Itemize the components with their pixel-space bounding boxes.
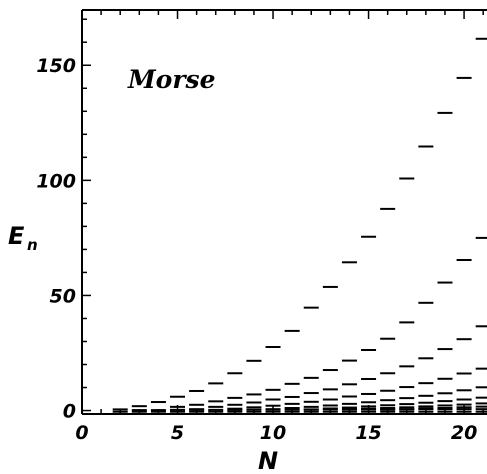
y-axis-label-subscript: n	[27, 236, 38, 254]
x-tick-label: 20	[451, 422, 477, 444]
energy-levels	[112, 37, 487, 413]
y-axis-label: E n	[8, 222, 38, 254]
y-tick-label: 150	[36, 55, 76, 77]
tick-labels: 0 5 10 15 20 0 50 100 150	[36, 55, 477, 444]
x-tick-label: 0	[75, 422, 88, 444]
y-tick-label: 50	[50, 285, 76, 307]
plot-frame	[81, 9, 487, 415]
x-tick-label: 5	[171, 422, 184, 444]
x-axis-label: N	[258, 447, 278, 474]
x-tick-label: 15	[355, 422, 381, 444]
y-tick-label: 100	[36, 170, 76, 192]
y-axis-label-main: E	[8, 222, 25, 250]
y-tick-label: 0	[63, 401, 76, 423]
annotation-morse: Morse	[127, 65, 216, 94]
x-tick-label: 10	[260, 422, 286, 444]
